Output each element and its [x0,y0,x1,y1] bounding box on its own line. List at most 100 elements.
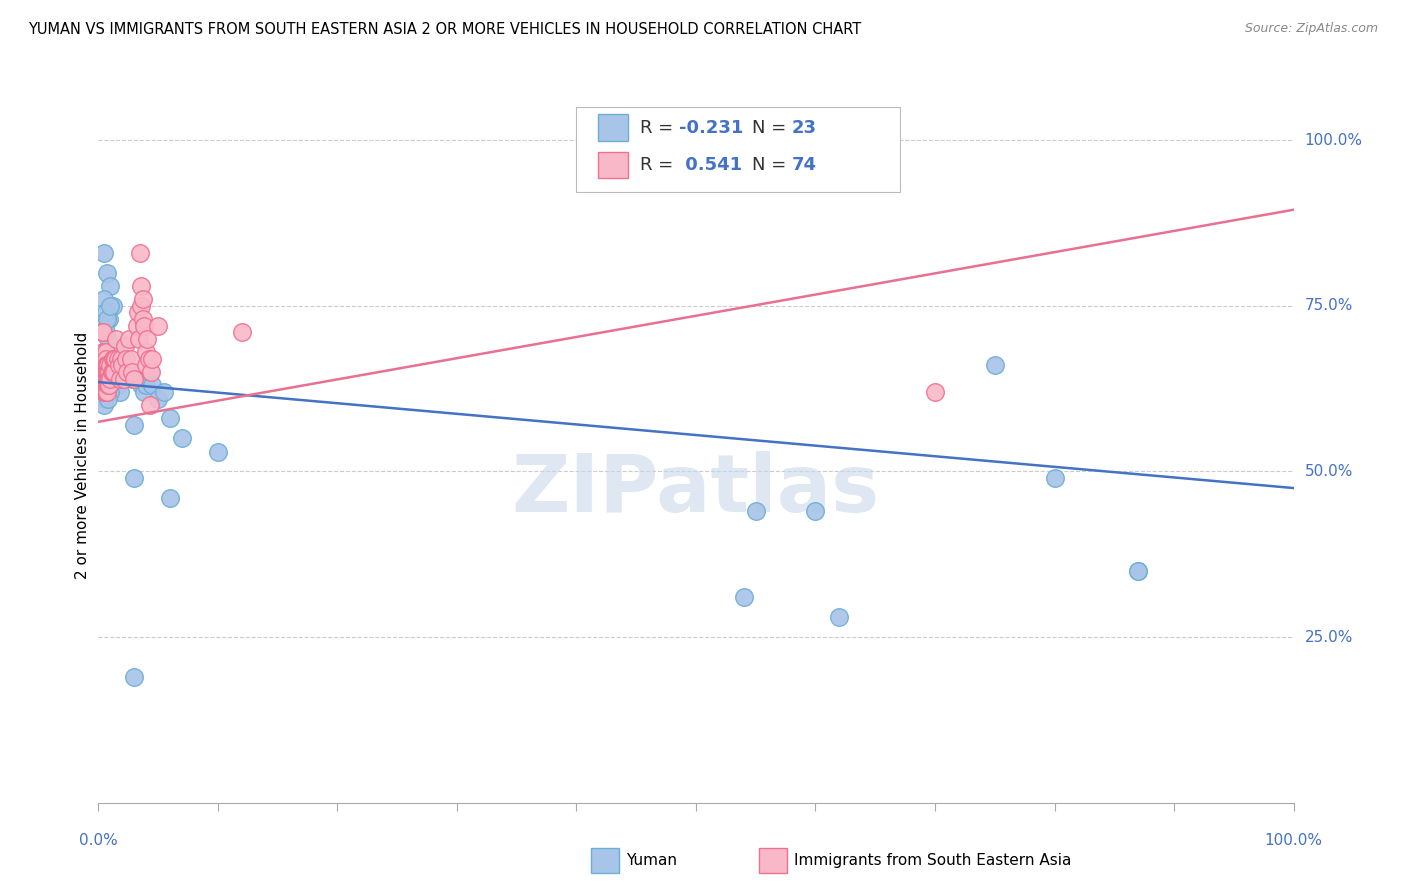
Point [131,312,153,326]
Point [96,266,118,280]
Point [93,384,115,399]
Point [136,332,159,346]
Text: N =: N = [752,119,792,136]
Point [93,372,115,386]
Point [101,299,124,313]
Point [93,378,115,392]
Point [135,345,157,359]
Point [96,372,118,386]
Text: 50.0%: 50.0% [1305,464,1353,479]
Point [924,384,946,399]
Point [93,245,115,260]
Point [745,146,768,161]
Point [94,365,117,379]
Text: Immigrants from South Eastern Asia: Immigrants from South Eastern Asia [794,854,1071,868]
Point [96,378,118,392]
Point [94,359,117,373]
Point [139,365,162,379]
Point [141,378,163,392]
Point [131,378,153,392]
Point [148,392,170,406]
Point [93,345,115,359]
Point [124,372,146,386]
Point [983,359,1005,373]
Point [105,332,128,346]
Point [97,359,120,373]
Y-axis label: 2 or more Vehicles in Household: 2 or more Vehicles in Household [75,331,90,579]
Text: R =: R = [640,119,679,136]
Point [124,670,146,684]
Point [118,332,141,346]
Point [141,351,163,366]
Point [108,384,131,399]
Text: Source: ZipAtlas.com: Source: ZipAtlas.com [1244,22,1378,36]
Point [94,372,117,386]
Point [876,140,898,154]
Text: 100.0%: 100.0% [1305,133,1362,148]
Point [91,326,114,340]
Text: Yuman: Yuman [626,854,676,868]
Point [94,345,117,359]
Point [98,312,121,326]
Point [97,365,120,379]
Point [159,491,181,505]
Point [101,365,124,379]
Point [129,245,152,260]
Point [112,372,135,386]
Point [93,398,115,412]
Point [103,351,125,366]
Point [98,365,121,379]
Point [110,351,132,366]
Point [131,299,153,313]
Point [93,392,115,406]
Point [124,471,146,485]
Point [852,140,875,154]
Point [93,384,115,399]
Point [91,378,114,392]
Point [114,338,136,352]
Point [96,378,118,392]
Point [94,326,117,340]
Point [97,332,120,346]
Point [121,365,143,379]
Point [172,431,194,445]
Point [121,372,143,386]
Point [111,359,134,373]
Point [120,351,142,366]
Point [733,591,755,605]
Point [828,610,851,624]
Text: ZIPatlas: ZIPatlas [512,450,880,529]
Point [98,372,121,386]
Text: 75.0%: 75.0% [1305,298,1353,313]
Point [127,372,149,386]
Text: -0.231: -0.231 [679,119,744,136]
Point [1128,564,1150,578]
Point [114,359,136,373]
Point [98,299,122,313]
Point [804,504,827,518]
Text: YUMAN VS IMMIGRANTS FROM SOUTH EASTERN ASIA 2 OR MORE VEHICLES IN HOUSEHOLD CORR: YUMAN VS IMMIGRANTS FROM SOUTH EASTERN A… [28,22,862,37]
Point [104,345,127,359]
Point [1128,564,1150,578]
Point [93,351,115,366]
Point [103,365,125,379]
Point [91,345,114,359]
Point [159,411,181,425]
Point [153,384,176,399]
Point [97,392,120,406]
Point [107,359,129,373]
Point [93,292,115,306]
Point [91,326,114,340]
Point [93,359,115,373]
Point [139,365,162,379]
Point [745,504,768,518]
Point [96,359,118,373]
Point [93,365,115,379]
Point [207,444,229,458]
Text: 100.0%: 100.0% [1264,833,1323,848]
Point [107,351,129,366]
Point [94,305,117,319]
Point [91,359,114,373]
Text: 25.0%: 25.0% [1305,630,1353,645]
Text: 74: 74 [792,156,817,174]
